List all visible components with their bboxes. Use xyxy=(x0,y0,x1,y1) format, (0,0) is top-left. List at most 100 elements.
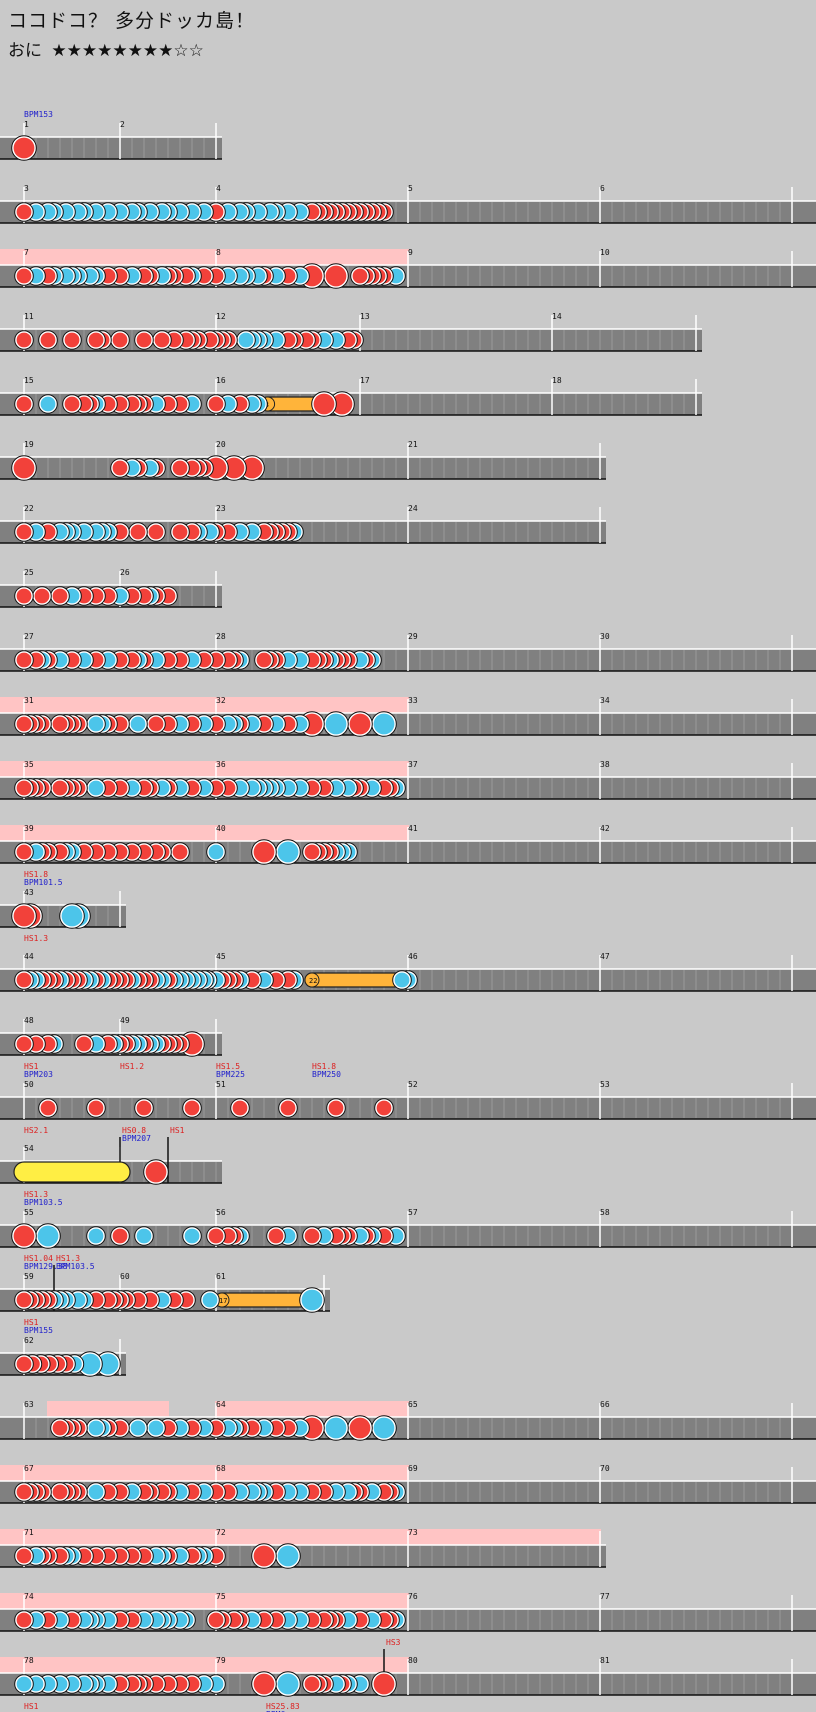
don-note xyxy=(16,1612,32,1628)
score-row: 1 2 BPM153 xyxy=(0,110,222,161)
measure-number: 81 xyxy=(600,1656,610,1665)
score-row: 3 4 5 6 xyxy=(0,184,816,224)
score-row: 828384HS1HS25.83BPM6 xyxy=(24,1702,300,1712)
don-note xyxy=(16,780,32,796)
score-row: 25 26 xyxy=(0,568,222,608)
measure-number: 3 xyxy=(24,184,29,193)
measure-number: 44 xyxy=(24,952,34,961)
don-big-note xyxy=(313,393,335,415)
don-note xyxy=(376,1100,392,1116)
ka-note xyxy=(130,1420,146,1436)
measure-number: 20 xyxy=(216,440,226,449)
measure-number: 15 xyxy=(24,376,34,385)
score-row: 48 49 xyxy=(0,1016,222,1057)
don-note xyxy=(304,844,320,860)
hs-label: HS2.1 xyxy=(24,1126,48,1135)
ka-note xyxy=(40,396,56,412)
hs-label: HS1 xyxy=(170,1126,185,1135)
measure-number: 64 xyxy=(216,1400,226,1409)
gogo-band xyxy=(47,1401,169,1417)
don-big-note xyxy=(331,393,353,415)
gogo-band xyxy=(0,761,409,777)
score-row: 22 23 24 xyxy=(0,504,606,544)
measure-number: 8 xyxy=(216,248,221,257)
hs-label: HS1.8 xyxy=(24,870,48,879)
ka-big-note xyxy=(97,1353,119,1375)
measure-number: 52 xyxy=(408,1080,418,1089)
don-note xyxy=(184,1100,200,1116)
gogo-band xyxy=(0,1529,601,1545)
measure-number: 63 xyxy=(24,1400,34,1409)
don-note xyxy=(208,1612,224,1628)
measure-number: 22 xyxy=(24,504,34,513)
don-note xyxy=(172,524,188,540)
measure-number: 40 xyxy=(216,824,226,833)
measure-number: 48 xyxy=(24,1016,34,1025)
ka-big-note xyxy=(277,1673,299,1695)
song-title: ココドコ？ 多分ドッカ島！ xyxy=(8,10,256,32)
score-row: 31 32 33 34 xyxy=(0,696,816,737)
don-note xyxy=(16,716,32,732)
score-row: 63 64 65 66 xyxy=(0,1400,816,1441)
difficulty-stars: ★★★★★★★★☆☆ xyxy=(51,41,204,61)
don-note xyxy=(268,1228,284,1244)
score-row: 44 45 46 47 HS1.3 22 xyxy=(0,934,816,992)
measure-number: 38 xyxy=(600,760,610,769)
don-note xyxy=(208,1228,224,1244)
measure-number: 42 xyxy=(600,824,610,833)
don-note xyxy=(52,1420,68,1436)
don-note xyxy=(172,460,188,476)
don-note xyxy=(16,1292,32,1308)
measure-number: 9 xyxy=(408,248,413,257)
measure-number: 70 xyxy=(600,1464,610,1473)
don-note xyxy=(16,588,32,604)
measure-number: 51 xyxy=(216,1080,226,1089)
roll-head xyxy=(304,972,320,988)
measure-number: 41 xyxy=(408,824,418,833)
measure-number: 28 xyxy=(216,632,226,641)
difficulty-label: おに xyxy=(8,41,42,61)
ka-note xyxy=(394,972,410,988)
ka-big-note xyxy=(61,905,83,927)
measure-number: 66 xyxy=(600,1400,610,1409)
ka-big-note xyxy=(37,1225,59,1247)
don-note xyxy=(256,652,272,668)
measure-number: 6 xyxy=(600,184,605,193)
don-note xyxy=(112,332,128,348)
hs-label: HS1.8 xyxy=(312,1062,336,1071)
measure-number: 43 xyxy=(24,888,34,897)
measure-number: 61 xyxy=(216,1272,226,1281)
measure-number: 59 xyxy=(24,1272,34,1281)
bpm-label: BPM203 xyxy=(24,1070,53,1079)
bpm-label: BPM250 xyxy=(312,1070,341,1079)
measure-number: 31 xyxy=(24,696,34,705)
ka-big-note xyxy=(373,1417,395,1439)
ka-note xyxy=(88,1484,104,1500)
measure-number: 21 xyxy=(408,440,418,449)
hs-label: HS1 xyxy=(24,1318,39,1327)
bpm-label: BPM153 xyxy=(24,110,53,119)
ka-big-note xyxy=(277,1545,299,1567)
measure-number: 46 xyxy=(408,952,418,961)
measure-number: 11 xyxy=(24,312,34,321)
gogo-band xyxy=(0,697,409,713)
measure-number: 1 xyxy=(24,120,29,129)
ka-note xyxy=(238,332,254,348)
note-lane xyxy=(0,457,606,479)
score-row: 78 79 80 81 HS3 xyxy=(0,1638,816,1697)
measure-number: 10 xyxy=(600,248,610,257)
don-note xyxy=(232,1100,248,1116)
ka-big-note xyxy=(301,1289,323,1311)
ka-big-note xyxy=(325,1417,347,1439)
bpm-label: BPM103.5 xyxy=(56,1262,95,1271)
don-note xyxy=(16,524,32,540)
roll-note xyxy=(13,1161,131,1183)
don-big-note xyxy=(349,713,371,735)
don-note xyxy=(52,780,68,796)
don-note xyxy=(352,268,368,284)
bpm-label: BPM103.5 xyxy=(24,1198,63,1207)
measure-number: 7 xyxy=(24,248,29,257)
hs-label: HS1 xyxy=(24,1062,39,1071)
